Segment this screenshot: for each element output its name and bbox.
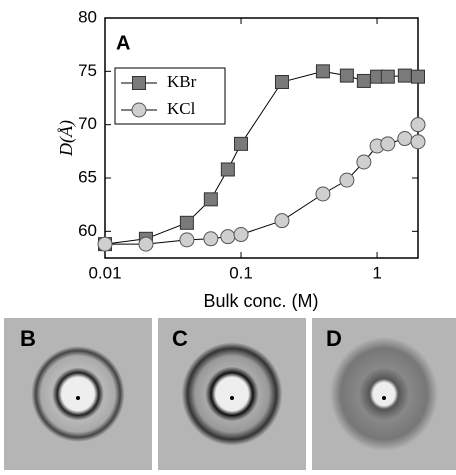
x-tick-label: 1	[372, 263, 381, 282]
x-tick-label: 0.1	[229, 263, 253, 282]
marker	[380, 136, 396, 152]
marker	[97, 236, 113, 252]
marker	[315, 186, 331, 202]
y-axis-label: D(Å)	[56, 120, 77, 157]
marker	[380, 69, 395, 84]
plot-frame	[104, 17, 419, 259]
marker	[234, 136, 249, 151]
marker	[411, 69, 425, 84]
x-tick-label: 0.01	[88, 263, 121, 282]
y-tick-label: 65	[78, 167, 97, 186]
legend-marker	[131, 102, 147, 118]
panel-label: D	[326, 326, 342, 351]
marker	[339, 68, 354, 83]
y-tick-label: 60	[78, 221, 97, 240]
x-axis-label: Bulk conc. (M)	[203, 291, 318, 311]
marker	[179, 215, 194, 230]
center-dot	[382, 396, 386, 400]
image-panel	[4, 318, 152, 470]
marker	[274, 213, 290, 229]
marker	[410, 134, 426, 150]
legend-label: KCl	[167, 99, 196, 118]
marker	[233, 227, 249, 243]
marker	[397, 131, 413, 147]
marker	[274, 75, 289, 89]
legend-marker	[132, 76, 146, 90]
marker	[356, 154, 372, 170]
marker	[179, 232, 195, 248]
marker	[220, 162, 235, 177]
y-tick-label: 75	[78, 61, 97, 80]
marker	[356, 73, 371, 88]
center-dot	[230, 396, 234, 400]
marker	[203, 192, 218, 207]
panel-label: C	[172, 326, 188, 351]
image-panels	[4, 318, 456, 470]
marker	[339, 172, 355, 188]
center-dot	[76, 396, 80, 400]
panel-label: A	[116, 32, 130, 54]
y-tick-label: 70	[78, 114, 97, 133]
marker	[203, 231, 219, 247]
marker	[397, 68, 412, 83]
marker	[315, 64, 330, 79]
legend-label: KBr	[167, 72, 197, 91]
marker	[410, 117, 426, 133]
image-panel	[158, 318, 306, 470]
image-panel	[312, 318, 456, 470]
y-tick-label: 80	[78, 7, 97, 26]
marker	[138, 236, 154, 252]
panel-label: B	[20, 326, 36, 351]
marker	[220, 229, 236, 245]
